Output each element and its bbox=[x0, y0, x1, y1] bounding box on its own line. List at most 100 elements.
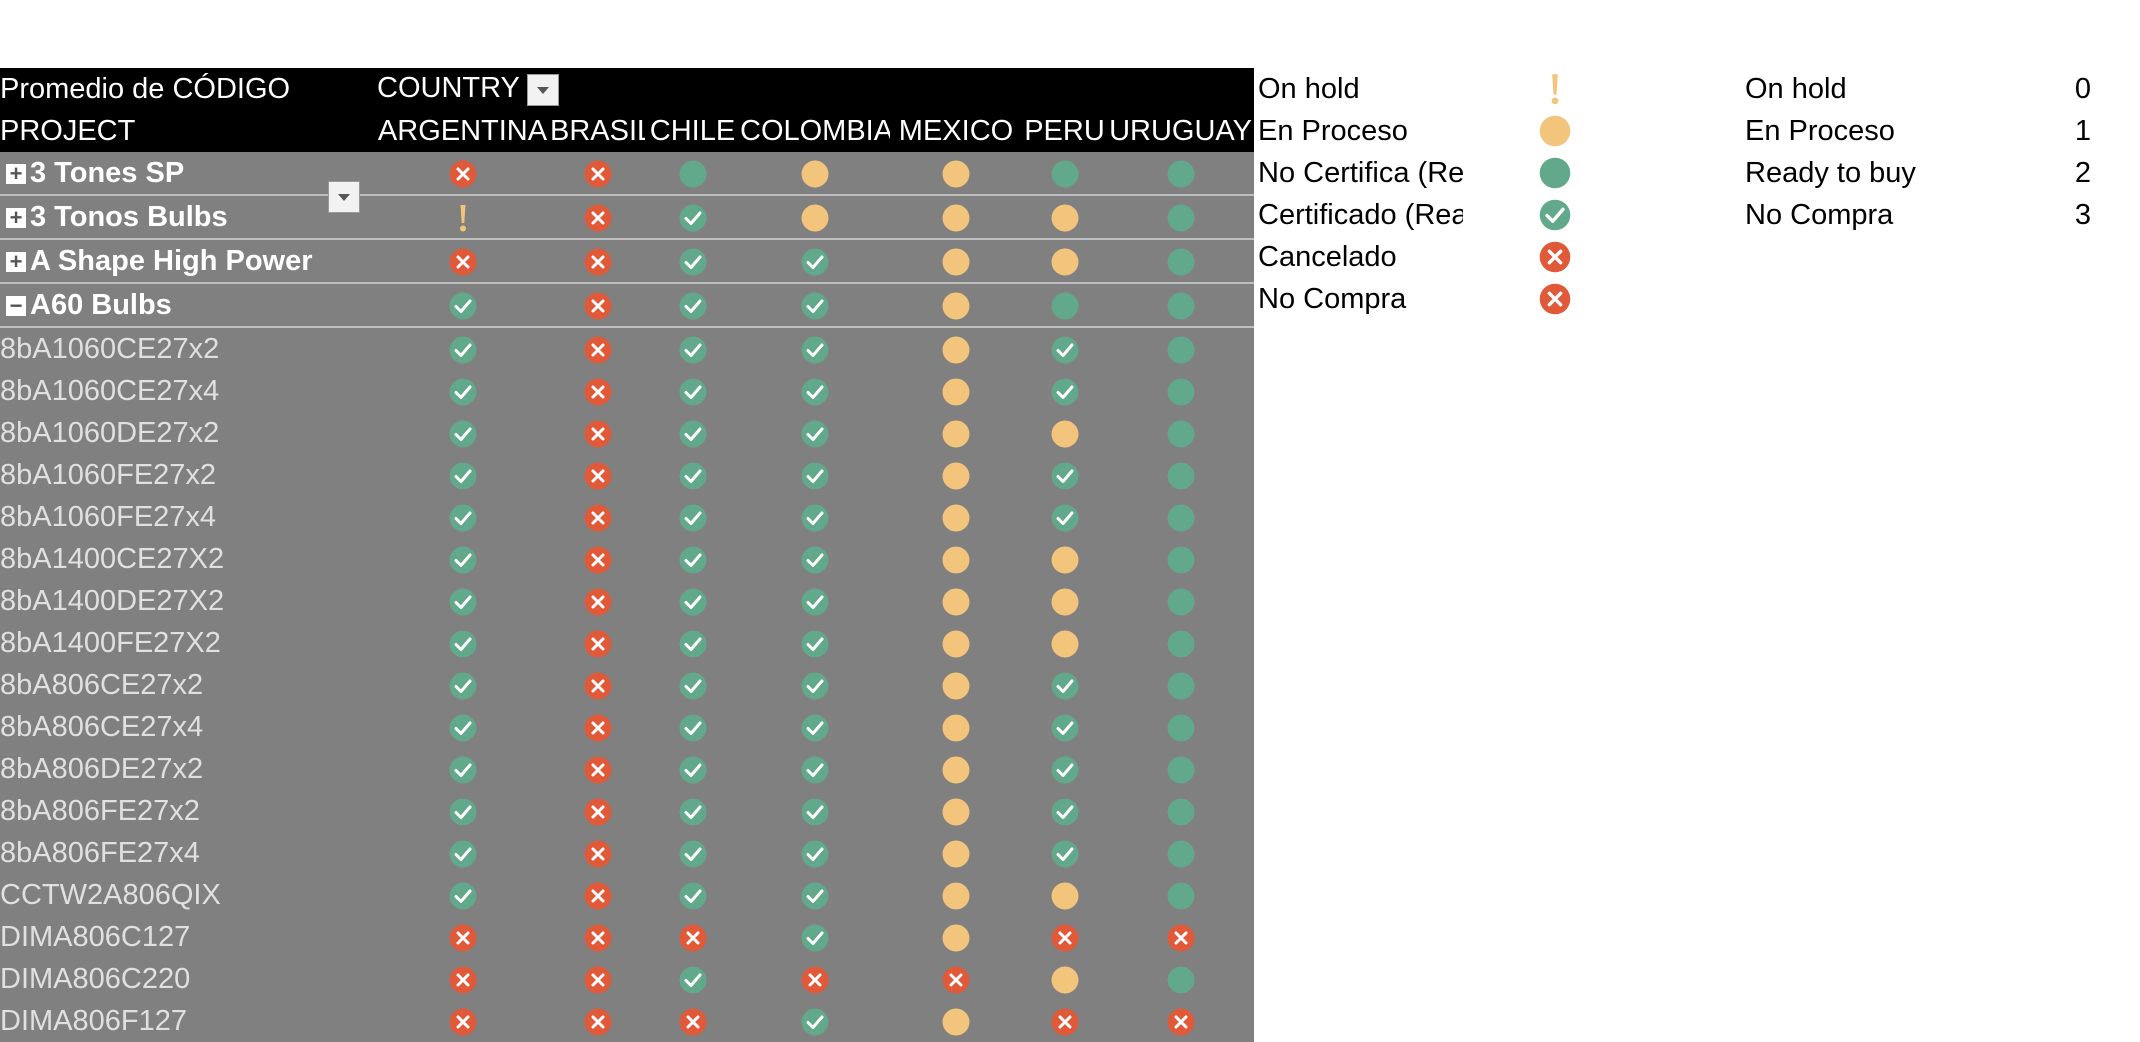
expand-icon[interactable]: + bbox=[6, 206, 26, 228]
check-icon bbox=[800, 585, 830, 617]
status-cell bbox=[740, 152, 890, 196]
country-header-mexico: MEXICO bbox=[890, 110, 1022, 152]
measure-label: Promedio de CÓDIGO bbox=[0, 68, 375, 110]
cancel-icon bbox=[1538, 240, 1572, 274]
item-label: 8bA1060CE27x2 bbox=[0, 327, 375, 370]
status-cell bbox=[375, 412, 550, 454]
circle-green-icon bbox=[1050, 289, 1080, 321]
pivot-item-row[interactable]: 8bA806FE27x2 bbox=[0, 790, 1254, 832]
cancel-icon bbox=[583, 585, 613, 617]
pivot-group-row[interactable]: +3 Tones SP bbox=[0, 152, 1254, 196]
status-cell bbox=[890, 622, 1022, 664]
country-filter-dropdown-icon[interactable] bbox=[527, 73, 560, 106]
pivot-header-row-1: Promedio de CÓDIGO COUNTRY bbox=[0, 68, 1254, 110]
check-icon bbox=[448, 375, 478, 407]
status-cell bbox=[1107, 622, 1254, 664]
check-icon bbox=[800, 669, 830, 701]
pivot-group-row[interactable]: +3 Tonos Bulbs bbox=[0, 195, 1254, 240]
item-label: 8bA806DE27x2 bbox=[0, 748, 375, 790]
pivot-item-row[interactable]: 8bA1400CE27X2 bbox=[0, 538, 1254, 580]
country-header-colombia: COLOMBIA bbox=[740, 110, 890, 152]
status-cell bbox=[1022, 370, 1107, 412]
cancel-icon bbox=[448, 1005, 478, 1037]
icon-legend-label: No Certifica (Re bbox=[1258, 157, 1463, 189]
check-icon bbox=[448, 627, 478, 659]
circle-green-icon bbox=[1166, 333, 1196, 365]
status-cell bbox=[375, 327, 550, 370]
collapse-icon[interactable]: − bbox=[6, 294, 26, 316]
group-label: 3 Tonos Bulbs bbox=[30, 200, 228, 233]
status-cell bbox=[740, 195, 890, 240]
status-cell bbox=[740, 454, 890, 496]
status-cell bbox=[645, 832, 740, 874]
status-cell bbox=[1107, 454, 1254, 496]
status-cell bbox=[740, 370, 890, 412]
circle-green-icon bbox=[1166, 501, 1196, 533]
value-legend-label: No Compra bbox=[1745, 199, 1894, 231]
item-label: 8bA806FE27x4 bbox=[0, 832, 375, 874]
status-cell bbox=[645, 916, 740, 958]
status-cell bbox=[1107, 152, 1254, 196]
pivot-item-row[interactable]: DIMA806C220 bbox=[0, 958, 1254, 1000]
pivot-item-row[interactable]: 8bA1060FE27x4 bbox=[0, 496, 1254, 538]
status-cell bbox=[1107, 283, 1254, 328]
status-cell bbox=[1107, 370, 1254, 412]
status-cell bbox=[890, 580, 1022, 622]
pivot-item-row[interactable]: 8bA1400DE27X2 bbox=[0, 580, 1254, 622]
status-cell bbox=[550, 1000, 645, 1042]
pivot-item-row[interactable]: 8bA1400FE27X2 bbox=[0, 622, 1254, 664]
pivot-group-row[interactable]: + A Shape High Power bbox=[0, 239, 1254, 284]
check-icon bbox=[678, 753, 708, 785]
check-icon bbox=[678, 627, 708, 659]
check-icon bbox=[448, 795, 478, 827]
check-icon bbox=[800, 289, 830, 321]
circle-green-icon bbox=[1166, 795, 1196, 827]
status-cell bbox=[1022, 1000, 1107, 1042]
status-cell bbox=[550, 283, 645, 328]
status-cell bbox=[375, 538, 550, 580]
pivot-header-row-2: PROJECT ARGENTINA BRASIL CHILE COLOMBIA MEXI… bbox=[0, 110, 1254, 213]
country-header-brasil: BRASIL bbox=[550, 110, 645, 152]
expand-icon[interactable]: + bbox=[6, 250, 26, 272]
status-cell bbox=[550, 195, 645, 240]
check-icon bbox=[1050, 459, 1080, 491]
pivot-item-row[interactable]: 8bA1060FE27x2 bbox=[0, 454, 1254, 496]
cancel-icon bbox=[583, 879, 613, 911]
pivot-item-row[interactable]: 8bA806CE27x4 bbox=[0, 706, 1254, 748]
pivot-item-row[interactable]: DIMA806C127 bbox=[0, 916, 1254, 958]
cancel-icon bbox=[583, 669, 613, 701]
circle-green-icon bbox=[1166, 711, 1196, 743]
check-icon bbox=[800, 879, 830, 911]
check-icon bbox=[1050, 669, 1080, 701]
status-cell bbox=[1022, 496, 1107, 538]
status-cell bbox=[1022, 664, 1107, 706]
pivot-item-row[interactable]: 8bA1060CE27x4 bbox=[0, 370, 1254, 412]
status-cell bbox=[645, 239, 740, 284]
status-cell bbox=[645, 580, 740, 622]
check-icon bbox=[678, 201, 708, 233]
group-label-cell: − A60 Bulbs bbox=[0, 283, 375, 328]
status-cell bbox=[1107, 1000, 1254, 1042]
item-label: 8bA1060DE27x2 bbox=[0, 412, 375, 454]
pivot-item-row[interactable]: 8bA806CE27x2 bbox=[0, 664, 1254, 706]
pivot-item-row[interactable]: 8bA806DE27x2 bbox=[0, 748, 1254, 790]
check-icon bbox=[448, 459, 478, 491]
pivot-item-row[interactable]: 8bA1060CE27x2 bbox=[0, 327, 1254, 370]
expand-icon[interactable]: + bbox=[6, 162, 26, 184]
pivot-item-row[interactable]: DIMA806F127 bbox=[0, 1000, 1254, 1042]
cancel-icon bbox=[583, 963, 613, 995]
pivot-group-row[interactable]: − A60 Bulbs bbox=[0, 283, 1254, 328]
status-cell bbox=[1022, 874, 1107, 916]
pivot-item-row[interactable]: 8bA1060DE27x2 bbox=[0, 412, 1254, 454]
status-cell bbox=[890, 327, 1022, 370]
item-label: DIMA806C127 bbox=[0, 916, 375, 958]
pivot-item-row[interactable]: 8bA806FE27x4 bbox=[0, 832, 1254, 874]
cancel-icon bbox=[583, 627, 613, 659]
group-label-cell: + A Shape High Power bbox=[0, 239, 375, 284]
status-cell bbox=[1107, 580, 1254, 622]
status-cell bbox=[890, 790, 1022, 832]
check-icon bbox=[678, 245, 708, 277]
status-cell bbox=[645, 874, 740, 916]
circle-orange-icon bbox=[941, 333, 971, 365]
pivot-item-row[interactable]: CCTW2A806QIX bbox=[0, 874, 1254, 916]
